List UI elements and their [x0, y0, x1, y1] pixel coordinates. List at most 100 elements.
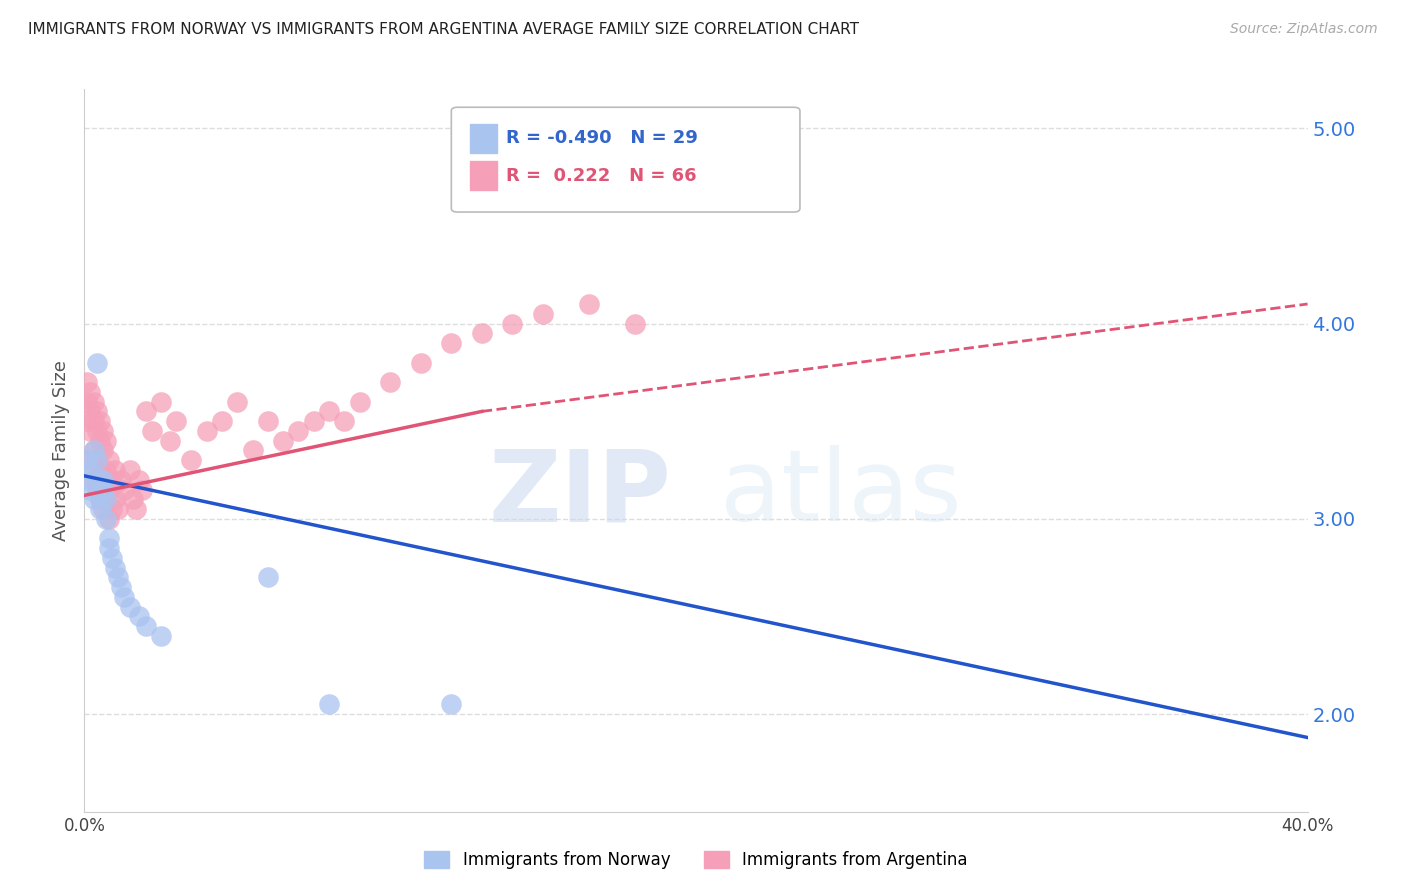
Point: [89, 492, 111, 507]
Point: [76, 473, 98, 487]
Text: atlas: atlas: [720, 445, 962, 542]
Point: [135, 619, 157, 633]
Point: [83, 414, 105, 428]
Point: [89, 434, 111, 448]
Point: [349, 394, 371, 409]
Point: [101, 550, 124, 565]
Point: [110, 473, 132, 487]
Text: IMMIGRANTS FROM NORWAY VS IMMIGRANTS FROM ARGENTINA AVERAGE FAMILY SIZE CORRELAT: IMMIGRANTS FROM NORWAY VS IMMIGRANTS FRO…: [28, 22, 859, 37]
Legend: Immigrants from Norway, Immigrants from Argentina: Immigrants from Norway, Immigrants from …: [418, 844, 974, 876]
Point: [107, 570, 129, 584]
Point: [79, 384, 101, 399]
Point: [502, 317, 524, 331]
Point: [101, 473, 124, 487]
Point: [624, 317, 647, 331]
Point: [333, 414, 356, 428]
Text: Source: ZipAtlas.com: Source: ZipAtlas.com: [1230, 22, 1378, 37]
Point: [76, 394, 98, 409]
Point: [120, 463, 142, 477]
Point: [79, 404, 101, 418]
Point: [94, 492, 117, 507]
Point: [128, 609, 150, 624]
Text: R = -0.490   N = 29: R = -0.490 N = 29: [506, 129, 699, 147]
Point: [120, 599, 142, 614]
Text: ZIP: ZIP: [489, 445, 672, 542]
Point: [141, 424, 163, 438]
Point: [91, 473, 114, 487]
Point: [89, 473, 111, 487]
Point: [76, 453, 98, 467]
Point: [94, 492, 117, 507]
Point: [89, 502, 111, 516]
Point: [131, 483, 153, 497]
Y-axis label: Average Family Size: Average Family Size: [52, 360, 70, 541]
Point: [110, 580, 132, 594]
Point: [226, 394, 249, 409]
Point: [135, 404, 157, 418]
Point: [79, 463, 101, 477]
Point: [101, 502, 124, 516]
Point: [83, 443, 105, 458]
Point: [104, 492, 127, 507]
Point: [91, 473, 114, 487]
Point: [287, 424, 309, 438]
Point: [89, 492, 111, 507]
Point: [471, 326, 494, 341]
Point: [86, 483, 108, 497]
Point: [97, 483, 120, 497]
Point: [86, 453, 108, 467]
Point: [91, 483, 114, 497]
Point: [83, 473, 105, 487]
Point: [159, 434, 181, 448]
Point: [318, 404, 340, 418]
Point: [83, 443, 105, 458]
Point: [440, 336, 463, 351]
Point: [97, 532, 120, 546]
Point: [91, 443, 114, 458]
Point: [86, 404, 108, 418]
Point: [409, 355, 432, 369]
Point: [107, 502, 129, 516]
Point: [76, 414, 98, 428]
Point: [91, 502, 114, 516]
Point: [578, 297, 600, 311]
Point: [211, 414, 233, 428]
Point: [104, 463, 127, 477]
FancyBboxPatch shape: [451, 107, 800, 212]
Point: [97, 512, 120, 526]
Point: [97, 541, 120, 555]
Point: [86, 453, 108, 467]
Point: [531, 307, 554, 321]
Point: [149, 394, 172, 409]
Point: [122, 492, 145, 507]
Point: [149, 629, 172, 643]
Text: R =  0.222   N = 66: R = 0.222 N = 66: [506, 167, 697, 185]
Point: [165, 414, 187, 428]
Point: [180, 453, 202, 467]
Point: [79, 424, 101, 438]
Point: [104, 560, 127, 574]
Point: [86, 355, 108, 369]
Point: [302, 414, 325, 428]
Point: [89, 463, 111, 477]
Point: [83, 394, 105, 409]
Point: [257, 414, 280, 428]
Point: [79, 453, 101, 467]
Point: [195, 424, 218, 438]
Point: [380, 375, 402, 389]
Point: [112, 483, 135, 497]
Point: [271, 434, 294, 448]
Point: [128, 473, 150, 487]
Point: [76, 375, 98, 389]
Point: [79, 483, 101, 497]
Bar: [470, 124, 496, 153]
Point: [94, 434, 117, 448]
Point: [83, 492, 105, 507]
Point: [112, 590, 135, 604]
Point: [242, 443, 264, 458]
Point: [257, 570, 280, 584]
Point: [91, 424, 114, 438]
Bar: [470, 161, 496, 190]
Point: [318, 698, 340, 712]
Point: [440, 698, 463, 712]
